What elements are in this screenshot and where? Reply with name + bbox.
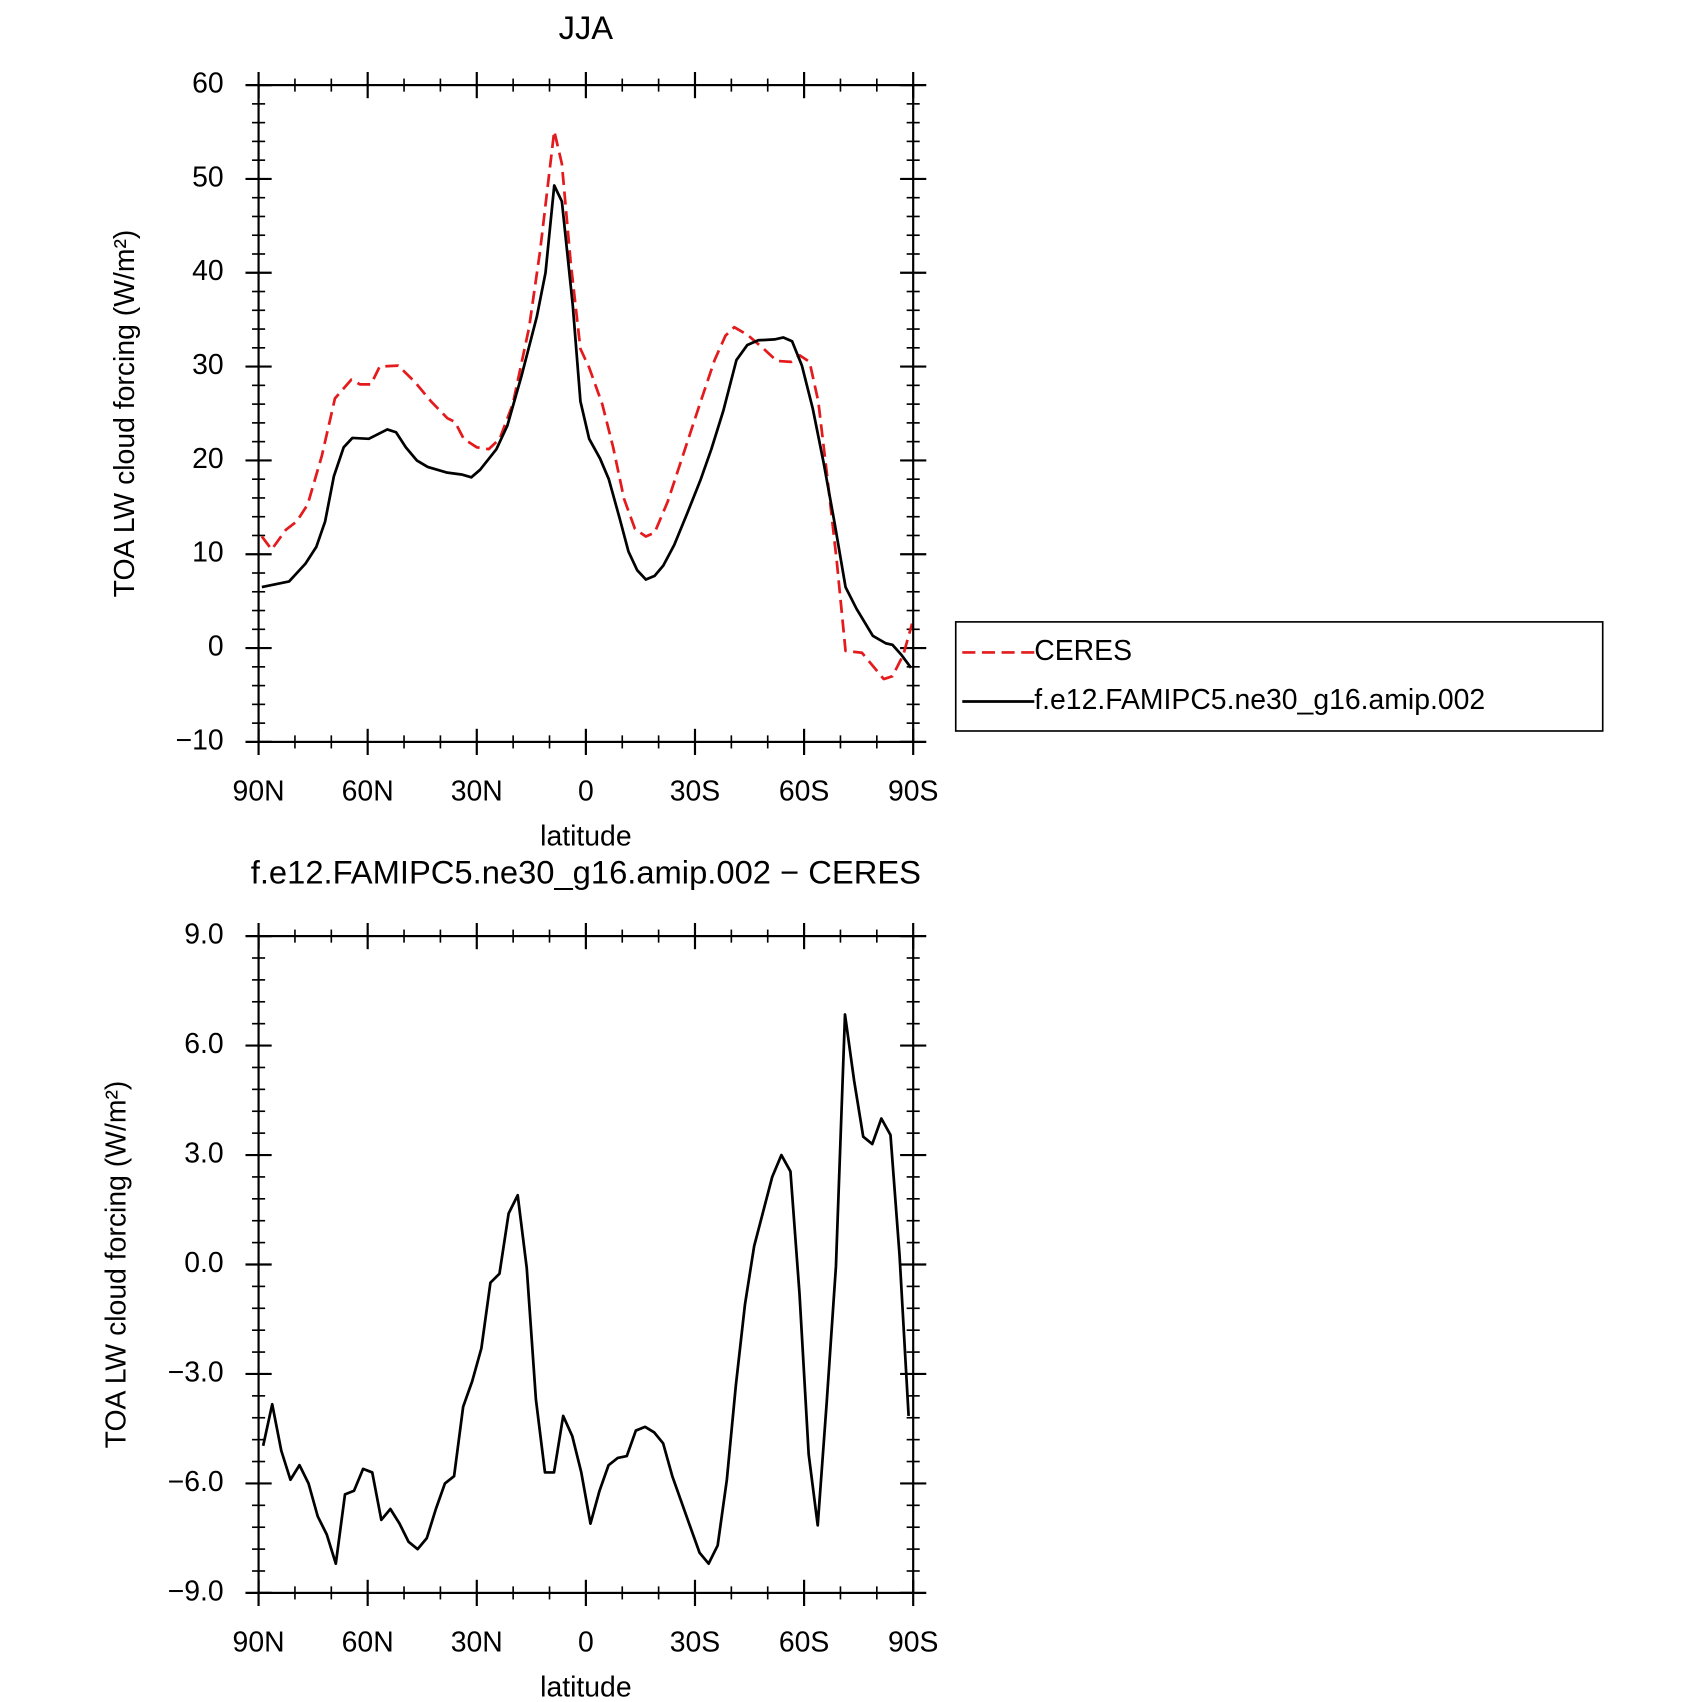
x-tick-label: 30N — [451, 1627, 503, 1659]
x-tick-label: 0 — [578, 776, 594, 808]
x-axis-label: latitude — [540, 1671, 631, 1702]
data-line — [261, 184, 913, 669]
x-tick-label: 60S — [779, 1627, 829, 1659]
plot-frame — [257, 935, 915, 1594]
y-tick-label: 50 — [192, 161, 224, 193]
x-tick-label: 30N — [451, 776, 503, 808]
y-tick-label: 3.0 — [184, 1138, 223, 1170]
x-tick-label: 90N — [233, 776, 285, 808]
y-tick-label: 60 — [192, 68, 224, 100]
y-tick-label: 0 — [208, 631, 224, 663]
y-tick-label: 40 — [192, 255, 224, 287]
y-tick-label: 10 — [192, 537, 224, 569]
y-tick-label: −10 — [176, 724, 224, 756]
legend-label: f.e12.FAMIPC5.ne30_g16.amip.002 — [1034, 684, 1485, 716]
y-tick-label: 20 — [192, 443, 224, 475]
y-tick-label: 9.0 — [184, 919, 223, 951]
x-tick-label: 0 — [578, 1627, 594, 1659]
x-tick-label: 30S — [670, 776, 720, 808]
y-axis-label: TOA LW cloud forcing (W/m²) — [100, 1081, 132, 1449]
y-tick-label: −9.0 — [168, 1575, 224, 1607]
x-tick-label: 60N — [342, 776, 394, 808]
x-tick-label: 30S — [670, 1627, 720, 1659]
y-tick-label: 30 — [192, 349, 224, 381]
data-line — [261, 1013, 910, 1566]
y-tick-label: −3.0 — [168, 1356, 224, 1388]
y-tick-label: 6.0 — [184, 1028, 223, 1060]
y-tick-label: 0.0 — [184, 1247, 223, 1279]
legend-label: CERES — [1034, 635, 1132, 667]
x-tick-label: 90S — [888, 1627, 938, 1659]
data-line — [260, 129, 914, 681]
plot-frame — [257, 84, 915, 743]
x-tick-label: 60S — [779, 776, 829, 808]
x-tick-label: 90N — [233, 1627, 285, 1659]
chart-title: f.e12.FAMIPC5.ne30_g16.amip.002 − CERES — [251, 854, 921, 891]
x-tick-label: 90S — [888, 776, 938, 808]
x-axis-label: latitude — [540, 820, 631, 852]
y-axis-label: TOA LW cloud forcing (W/m²) — [109, 230, 141, 598]
chart-title: JJA — [559, 9, 614, 46]
y-tick-label: −6.0 — [168, 1466, 224, 1498]
legend-box — [954, 621, 1604, 732]
x-tick-label: 60N — [342, 1627, 394, 1659]
